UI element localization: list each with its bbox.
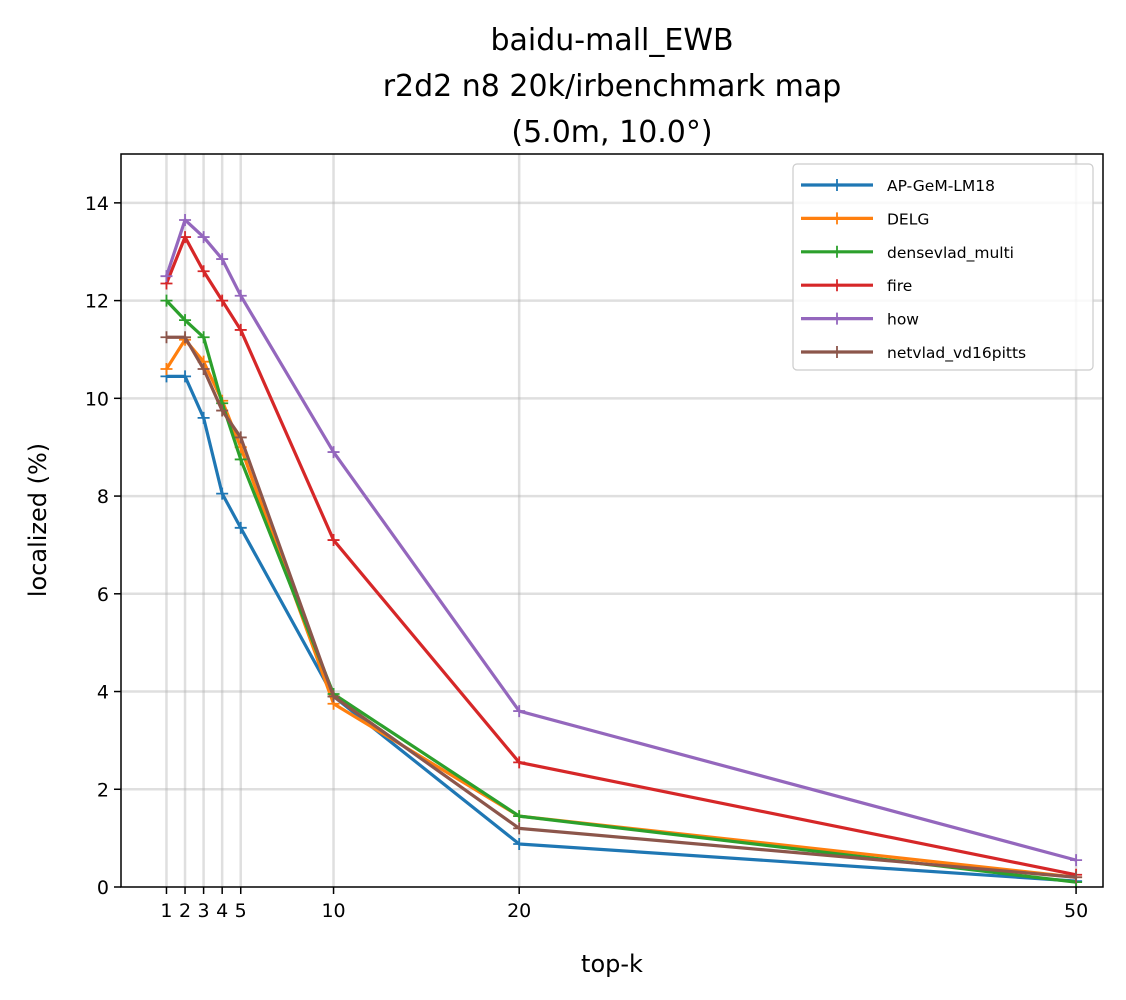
data-point-marker xyxy=(179,213,192,226)
series-line-ap-gem-lm18 xyxy=(166,374,1077,883)
data-point-marker xyxy=(234,431,247,444)
data-point-marker xyxy=(160,363,173,376)
legend-item-how: how xyxy=(801,311,919,329)
data-point-marker xyxy=(234,521,247,534)
data-point-marker xyxy=(1070,854,1083,867)
data-point-marker xyxy=(513,822,526,835)
y-tick-label: 12 xyxy=(85,291,109,313)
chart-title-line-2: r2d2 n8 20k/irbenchmark map xyxy=(383,69,842,104)
legend-label: AP-GeM-LM18 xyxy=(887,177,995,195)
data-point-marker xyxy=(234,323,247,336)
x-tick-label: 5 xyxy=(235,900,247,922)
series-line-densevlad-multi xyxy=(165,299,1077,884)
x-tick-label: 10 xyxy=(321,900,345,922)
series-netvlad-vd16pitts xyxy=(160,331,1083,884)
legend-label: DELG xyxy=(887,210,929,228)
data-point-marker xyxy=(160,270,173,283)
data-point-marker xyxy=(197,331,210,344)
data-point-marker xyxy=(327,446,340,459)
x-axis-ticks: 1 2 3 4 5 10 20 50 xyxy=(160,887,1088,922)
series-line-fire xyxy=(164,235,1077,877)
data-point-marker xyxy=(234,289,247,302)
legend-marker xyxy=(831,179,843,191)
legend-label: how xyxy=(887,311,919,329)
x-tick-label: 1 xyxy=(160,900,172,922)
y-axis-label: localized (%) xyxy=(24,443,52,597)
legend-item-netvlad-vd16pitts: netvlad_vd16pitts xyxy=(801,344,1026,363)
data-point-marker xyxy=(216,253,229,266)
data-point-marker xyxy=(179,370,192,383)
y-tick-label: 4 xyxy=(97,682,109,704)
series-line-how xyxy=(164,218,1077,862)
series-line-netvlad-vd16pitts xyxy=(166,335,1077,879)
y-tick-label: 2 xyxy=(97,779,109,801)
y-tick-label: 8 xyxy=(97,486,109,508)
legend-item-delg: DELG xyxy=(801,210,929,228)
series-densevlad-multi xyxy=(160,294,1083,889)
data-point-marker xyxy=(197,231,210,244)
legend-marker xyxy=(831,245,843,258)
legend-label: fire xyxy=(887,277,912,295)
data-point-marker xyxy=(1070,871,1083,884)
data-point-marker xyxy=(216,404,229,417)
chart-title-line-1: baidu-mall_EWB xyxy=(490,23,733,58)
y-tick-label: 10 xyxy=(85,388,109,410)
data-point-marker xyxy=(197,363,210,376)
x-tick-label: 4 xyxy=(216,900,228,922)
plot-frame xyxy=(120,153,1104,888)
data-point-marker xyxy=(197,265,210,278)
data-point-marker xyxy=(513,837,526,850)
data-point-marker xyxy=(197,411,210,424)
data-point-marker xyxy=(160,294,173,307)
x-axis-label: top-k xyxy=(581,950,643,978)
legend-item-fire: fire xyxy=(801,277,912,295)
data-point-marker xyxy=(327,534,340,547)
legend-marker xyxy=(831,312,843,325)
legend-item-ap-gem-lm18: AP-GeM-LM18 xyxy=(801,177,995,195)
series-lines xyxy=(160,213,1083,889)
chart-title-line-3: (5.0m, 10.0°) xyxy=(511,115,712,150)
x-tick-label: 3 xyxy=(198,900,210,922)
data-point-marker xyxy=(160,331,173,344)
legend-label: netvlad_vd16pitts xyxy=(887,344,1026,363)
y-tick-label: 14 xyxy=(85,193,109,215)
data-point-marker xyxy=(216,294,229,307)
legend-item-densevlad-multi: densevlad_multi xyxy=(801,244,1014,263)
series-how xyxy=(160,213,1083,867)
series-ap-gem-lm18 xyxy=(160,370,1083,888)
legend-marker xyxy=(831,346,843,358)
y-tick-label: 0 xyxy=(97,877,109,899)
data-point-marker xyxy=(513,756,526,769)
legend-label: densevlad_multi xyxy=(887,244,1014,263)
legend-marker xyxy=(831,212,843,225)
data-point-marker xyxy=(327,690,340,703)
x-tick-label: 2 xyxy=(179,900,191,922)
data-point-marker xyxy=(513,705,526,718)
data-point-marker xyxy=(216,487,229,500)
data-point-marker xyxy=(179,314,192,327)
data-point-marker xyxy=(179,331,192,344)
data-point-marker xyxy=(234,453,247,466)
x-tick-label: 50 xyxy=(1064,900,1088,922)
x-tick-label: 20 xyxy=(507,900,531,922)
legend-marker xyxy=(831,279,843,292)
y-axis-ticks: 0 2 4 6 8 10 12 14 xyxy=(85,193,121,899)
data-point-marker xyxy=(513,810,526,823)
chart-title: baidu-mall_EWB r2d2 n8 20k/irbenchmark m… xyxy=(383,23,842,150)
y-tick-label: 6 xyxy=(97,584,109,606)
